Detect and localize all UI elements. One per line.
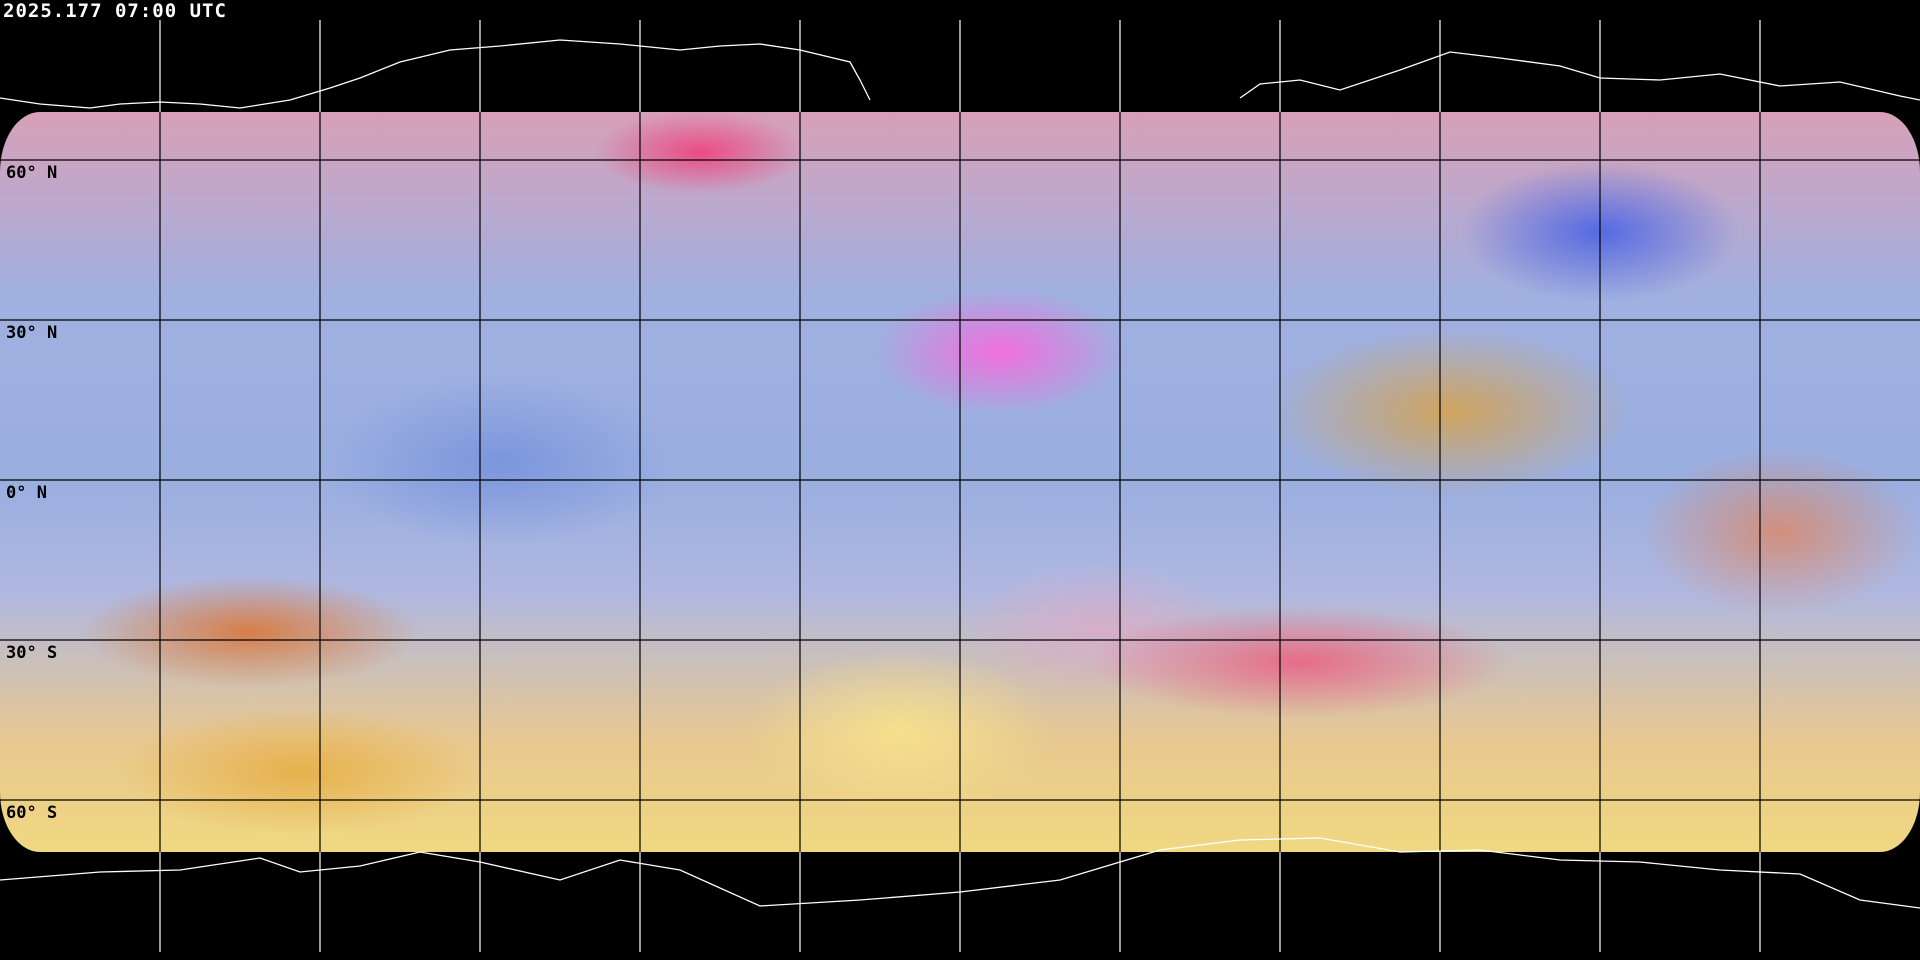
timestamp-label: 2025.177 07:00 UTC [3, 0, 227, 22]
lat-label-30s: 30° S [6, 643, 58, 663]
greenland-arctic-coastline [0, 39, 871, 109]
lat-label-60n: 60° N [6, 163, 58, 183]
siberia-arctic-coastline [1239, 51, 1920, 101]
lat-label-60s: 60° S [6, 803, 58, 823]
lat-label-30n: 30° N [6, 323, 58, 343]
antarctica-coastline [0, 837, 1920, 909]
lat-label-0: 0° N [6, 483, 47, 503]
